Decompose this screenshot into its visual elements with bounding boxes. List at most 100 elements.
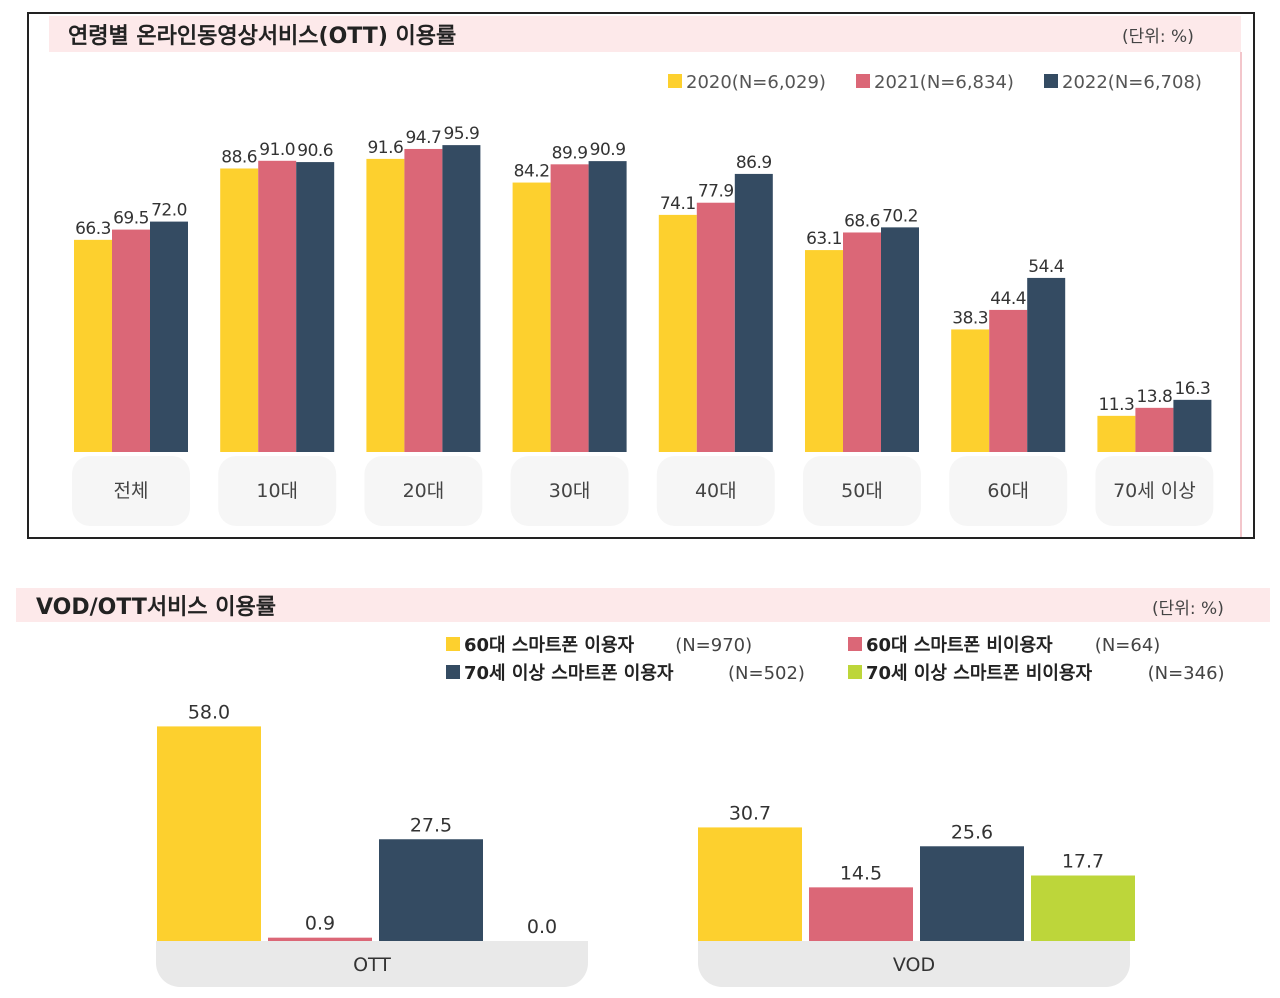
data-label-4-1: 77.9 <box>698 182 734 202</box>
data-label-7-1: 13.8 <box>1136 387 1172 407</box>
bar-3-1 <box>550 164 589 452</box>
legend2-label-2: 70세 이상 스마트폰 이용자 <box>464 663 674 684</box>
bar-7-2 <box>1173 399 1212 452</box>
data-label-2-1: 94.7 <box>405 128 441 148</box>
legend2-swatch-2 <box>446 665 460 679</box>
bar2-0-1 <box>268 937 372 941</box>
legend-swatch-2 <box>1044 74 1058 88</box>
data-label-0-2: 72.0 <box>151 201 187 221</box>
bar-4-2 <box>734 173 773 453</box>
data2-label-1-0: 30.7 <box>729 802 771 824</box>
category-label-5: 50대 <box>841 480 883 502</box>
category2-label-1: VOD <box>893 954 935 976</box>
data-label-5-0: 63.1 <box>806 229 842 249</box>
category-pill-2 <box>364 456 483 526</box>
bar2-0-0 <box>157 726 261 941</box>
bar-2-2 <box>442 145 481 452</box>
category-label-1: 10대 <box>256 480 298 502</box>
data-label-3-2: 90.9 <box>590 140 626 160</box>
data-label-6-2: 54.4 <box>1028 257 1064 277</box>
legend2-swatch-1 <box>848 637 862 651</box>
bar-4-1 <box>696 202 735 452</box>
legend2-label-3: 70세 이상 스마트폰 비이용자 <box>866 663 1092 684</box>
bar2-0-2 <box>379 839 483 941</box>
data2-label-1-2: 25.6 <box>951 821 993 843</box>
data-label-3-0: 84.2 <box>514 162 550 182</box>
data2-label-1-3: 17.7 <box>1062 851 1104 873</box>
category-label-4: 40대 <box>695 480 737 502</box>
bar-1-1 <box>258 160 297 453</box>
bar2-1-1 <box>809 887 913 941</box>
bar-0-2 <box>150 221 188 452</box>
bar-6-0 <box>951 329 990 452</box>
data-label-3-1: 89.9 <box>552 143 588 163</box>
legend2-n-2: (N=502) <box>728 663 805 684</box>
data-label-5-1: 68.6 <box>844 211 880 231</box>
category2-pill-1 <box>698 941 1130 987</box>
legend2-label-1: 60대 스마트폰 비이용자 <box>866 635 1053 656</box>
bar-5-0 <box>805 250 843 452</box>
data-label-5-2: 70.2 <box>882 206 918 226</box>
bar-6-2 <box>1027 277 1066 452</box>
data2-label-0-2: 27.5 <box>410 814 452 836</box>
legend2-n-1: (N=64) <box>1095 635 1161 656</box>
data2-label-1-1: 14.5 <box>840 862 882 884</box>
bar-6-1 <box>989 309 1028 452</box>
data-label-4-0: 74.1 <box>660 194 696 214</box>
bar-2-0 <box>366 158 405 452</box>
category-pill-3 <box>510 456 629 526</box>
legend2-label-0: 60대 스마트폰 이용자 <box>464 635 635 656</box>
chart2-title: VOD/OTT서비스 이용률 <box>36 595 276 620</box>
category-label-0: 전체 <box>114 480 149 502</box>
category-label-7: 70세 이상 <box>1113 480 1196 502</box>
data-label-7-0: 11.3 <box>1098 395 1134 415</box>
bar-0-0 <box>74 239 112 452</box>
data-label-0-1: 69.5 <box>113 209 149 229</box>
chart1-title-band <box>49 16 1241 52</box>
category-pill-1 <box>218 456 337 526</box>
legend2-swatch-3 <box>848 665 862 679</box>
bar-7-1 <box>1135 407 1174 452</box>
category-label-2: 20대 <box>403 480 445 502</box>
bar-1-2 <box>296 162 335 452</box>
legend2-swatch-0 <box>446 637 460 651</box>
legend2-n-0: (N=970) <box>675 635 752 656</box>
bar-4-0 <box>658 214 697 452</box>
data-label-1-0: 88.6 <box>221 147 257 167</box>
chart2-title-band <box>16 588 1270 622</box>
data-label-1-2: 90.6 <box>297 141 333 161</box>
data-label-1-1: 91.0 <box>259 140 295 160</box>
legend-swatch-1 <box>856 74 870 88</box>
data-label-4-2: 86.9 <box>736 153 772 173</box>
legend-swatch-0 <box>668 74 682 88</box>
bar-7-0 <box>1097 415 1136 452</box>
chart1-unit: (단위: %) <box>1122 27 1194 47</box>
legend-label-2: 2022(N=6,708) <box>1062 72 1202 93</box>
category-label-3: 30대 <box>549 480 591 502</box>
data-label-6-1: 44.4 <box>990 289 1026 309</box>
bar2-1-0 <box>698 827 802 941</box>
data2-label-0-0: 58.0 <box>188 701 230 723</box>
category2-pill-0 <box>156 941 588 987</box>
bar2-1-2 <box>920 846 1024 941</box>
category2-label-0: OTT <box>353 954 391 976</box>
bar-5-1 <box>843 232 881 452</box>
bar-5-2 <box>881 227 919 452</box>
bar-0-1 <box>112 229 150 452</box>
data2-label-0-3: 0.0 <box>527 916 557 938</box>
category-pill-4 <box>656 456 775 526</box>
bar-2-1 <box>404 148 443 452</box>
legend2-n-3: (N=346) <box>1148 663 1225 684</box>
bar2-1-3 <box>1031 875 1135 941</box>
bar-3-2 <box>588 161 627 452</box>
category-pill-0 <box>72 456 190 526</box>
bar-3-0 <box>512 182 551 452</box>
bar-1-0 <box>220 168 259 453</box>
chart1-title: 연령별 온라인동영상서비스(OTT) 이용률 <box>68 24 457 49</box>
category-label-6: 60대 <box>987 480 1029 502</box>
data2-label-0-1: 0.9 <box>305 913 335 935</box>
data-label-6-0: 38.3 <box>952 308 988 328</box>
data-label-0-0: 66.3 <box>75 219 111 239</box>
